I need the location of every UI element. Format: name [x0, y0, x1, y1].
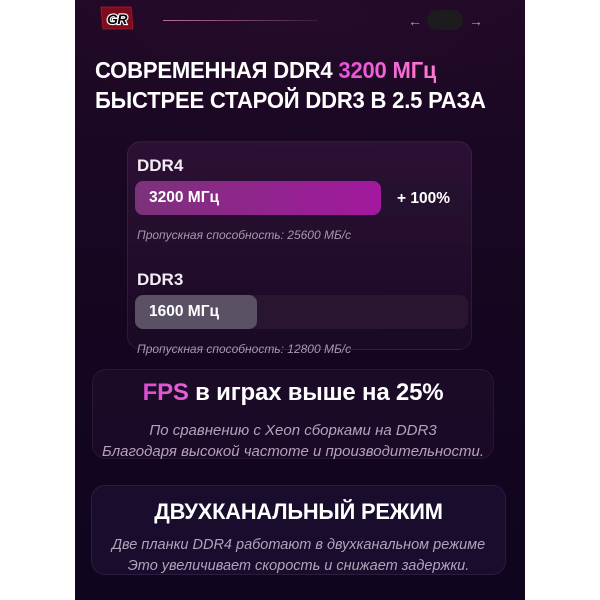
svg-text:GR: GR: [107, 11, 128, 27]
